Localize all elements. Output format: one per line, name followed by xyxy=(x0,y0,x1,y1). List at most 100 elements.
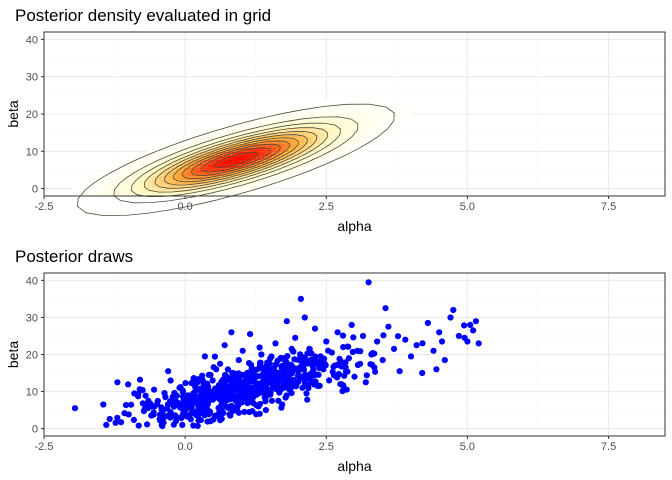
draw-point xyxy=(199,386,206,393)
density-cell xyxy=(328,156,333,161)
density-cell xyxy=(376,124,381,129)
density-cell xyxy=(252,188,257,193)
density-cell xyxy=(240,184,245,189)
density-cell xyxy=(140,180,145,185)
density-cell xyxy=(284,172,289,177)
density-cell xyxy=(180,164,185,169)
draw-point xyxy=(290,348,297,355)
density-cell xyxy=(192,184,197,189)
density-cell xyxy=(352,128,357,133)
density-cell xyxy=(304,172,309,177)
density-cell xyxy=(184,172,189,177)
density-cell xyxy=(292,116,297,121)
draw-point xyxy=(297,363,304,370)
density-cell xyxy=(288,160,293,165)
density-cell xyxy=(280,144,285,149)
density-cell xyxy=(348,132,353,137)
density-cell xyxy=(392,100,397,105)
density-cell xyxy=(380,124,385,129)
density-cell xyxy=(256,156,261,161)
density-cell xyxy=(360,136,365,141)
density-cell xyxy=(340,112,345,117)
density-cell xyxy=(84,188,89,193)
density-cell xyxy=(316,132,321,137)
density-cell xyxy=(344,108,349,113)
density-cell xyxy=(276,176,281,181)
contour-line xyxy=(154,130,318,189)
density-cell xyxy=(168,164,173,169)
contour-line xyxy=(173,137,299,183)
density-cell xyxy=(368,132,373,137)
density-cell xyxy=(288,168,293,173)
density-cell xyxy=(316,160,321,165)
x-tick-label: 0.0 xyxy=(177,201,192,213)
contour-line xyxy=(113,116,359,204)
density-cell xyxy=(172,144,177,149)
density-cell xyxy=(356,128,361,133)
density-cell xyxy=(284,156,289,161)
density-cell xyxy=(276,124,281,129)
density-cell xyxy=(232,128,237,133)
chart-title: Posterior draws xyxy=(15,247,133,266)
density-cell xyxy=(304,144,309,149)
density-cell xyxy=(248,188,253,193)
density-cell xyxy=(300,112,305,117)
draw-point xyxy=(283,318,290,325)
density-cell xyxy=(324,144,329,149)
density-cell xyxy=(164,192,169,197)
density-cell xyxy=(180,144,185,149)
density-cell xyxy=(228,140,233,145)
density-cell xyxy=(288,120,293,125)
density-cell xyxy=(292,132,297,137)
density-cell xyxy=(260,120,265,125)
draw-point xyxy=(250,374,257,382)
y-tick-label: 20 xyxy=(26,109,38,121)
density-cell xyxy=(312,140,317,145)
density-cell xyxy=(376,120,381,125)
density-cell xyxy=(356,112,361,117)
density-cell xyxy=(264,136,269,141)
density-cell xyxy=(344,104,349,109)
density-cell xyxy=(404,120,409,125)
density-cell xyxy=(116,192,121,197)
density-cell xyxy=(172,164,177,169)
density-cell xyxy=(244,176,249,181)
density-cell xyxy=(236,188,241,193)
density-cell xyxy=(348,100,353,105)
density-cell xyxy=(276,120,281,125)
draw-point xyxy=(222,382,229,389)
draw-point xyxy=(354,347,361,354)
density-contours xyxy=(77,103,395,217)
density-cell xyxy=(344,100,349,105)
draw-point xyxy=(461,322,468,329)
draw-point xyxy=(455,332,462,340)
density-cell xyxy=(372,104,377,109)
draw-point xyxy=(167,397,175,404)
density-cell xyxy=(108,176,113,181)
draw-point xyxy=(220,378,227,385)
draw-point xyxy=(335,370,342,377)
density-cell xyxy=(408,108,413,113)
draw-point xyxy=(256,410,263,417)
density-cell xyxy=(396,120,401,125)
density-cell xyxy=(204,168,209,173)
density-cell xyxy=(184,156,189,161)
density-cell xyxy=(176,192,181,197)
density-cell xyxy=(252,136,257,141)
draw-point xyxy=(199,372,206,379)
density-cell xyxy=(196,140,201,145)
draw-point xyxy=(475,340,482,347)
density-cell xyxy=(312,124,317,129)
density-cell xyxy=(288,116,293,121)
density-cell xyxy=(216,132,221,137)
density-cell xyxy=(364,108,369,113)
draw-point xyxy=(288,370,295,377)
density-cell xyxy=(376,116,381,121)
density-cell xyxy=(144,156,149,161)
density-cell xyxy=(336,128,341,133)
density-cell xyxy=(344,112,349,117)
density-cell xyxy=(244,184,249,189)
density-cell xyxy=(300,136,305,141)
density-cell xyxy=(396,128,401,133)
density-cell xyxy=(212,128,217,133)
